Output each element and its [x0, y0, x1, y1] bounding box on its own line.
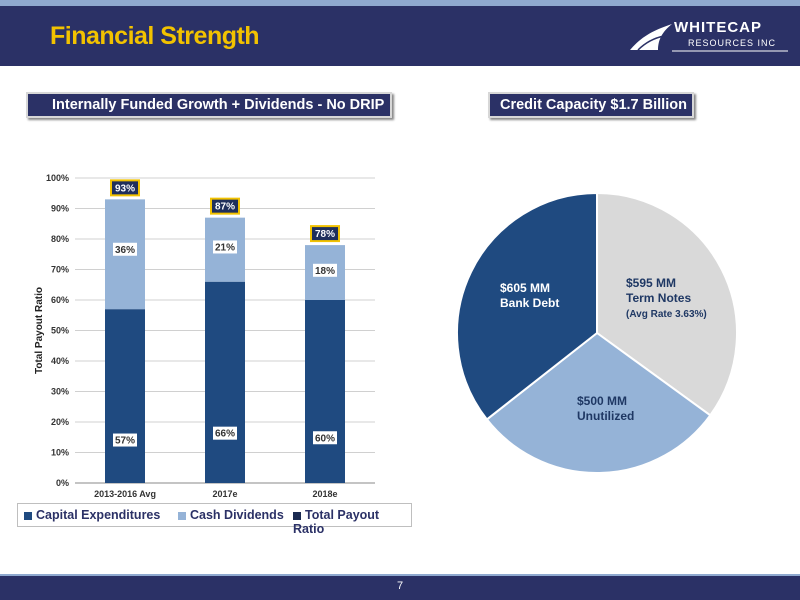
pie-label-amount: $595 MM: [626, 276, 676, 290]
y-tick-label: 20%: [51, 417, 69, 427]
y-tick-label: 40%: [51, 356, 69, 366]
logo-text-main: WHITECAP: [674, 19, 762, 36]
y-tick-label: 90%: [51, 204, 69, 214]
payout-ratio-chart: 0% 10% 20% 30% 40% 50% 60% 70% 80% 90% 100% Total P…: [34, 173, 375, 499]
top-accent-line: [0, 0, 800, 6]
data-label-capex: 66%: [215, 429, 235, 440]
data-label-bg: [213, 426, 237, 440]
y-tick-label: 10%: [51, 448, 69, 458]
bar-capex: [205, 281, 245, 483]
total-label-box: [110, 179, 140, 197]
pie-label-name: Term Notes: [626, 291, 691, 305]
legend-item-capex: Capital Expenditures: [24, 508, 160, 522]
data-label-bg: [113, 242, 137, 256]
y-tick-label: 70%: [51, 265, 69, 275]
data-label-total: 78%: [315, 229, 335, 240]
x-tick-label: 2018e: [312, 489, 337, 499]
legend-label-payout: Total Payout Ratio: [293, 508, 380, 536]
total-label-box: [310, 225, 340, 243]
data-label-capex: 57%: [115, 436, 135, 447]
pie-label-amount: $500 MM: [577, 394, 627, 408]
page-title: Financial Strength: [50, 22, 260, 50]
pie-slice-unutilized: [485, 331, 712, 474]
legend-item-dividends: Cash Dividends: [178, 508, 284, 522]
bar-capex: [305, 300, 345, 483]
data-label-bg: [113, 433, 137, 447]
pie-label-rate: (Avg Rate 3.63%): [626, 309, 707, 320]
legend-swatch-payout: [293, 511, 301, 520]
total-label-box: [210, 197, 240, 215]
legend-label-dividends: Cash Dividends: [190, 508, 284, 522]
company-logo: WHITECAP RESOURCES INC: [628, 16, 793, 54]
chart-legend: Capital Expenditures Cash Dividends Tota…: [17, 503, 412, 536]
data-label-bg: [213, 240, 237, 254]
y-tick-label: 50%: [51, 326, 69, 336]
logo-text-sub: RESOURCES INC: [688, 38, 777, 48]
y-tick-label: 60%: [51, 295, 69, 305]
pie-label-name: Bank Debt: [500, 296, 559, 310]
data-label-capex: 60%: [315, 433, 335, 444]
footer-bar: [0, 576, 800, 600]
page-number: 7: [396, 580, 404, 592]
legend-swatch-capex: [24, 511, 32, 520]
legend-label-capex: Capital Expenditures: [36, 508, 161, 522]
data-label-dividends: 21%: [215, 242, 235, 253]
legend-swatch-dividends: [178, 511, 186, 520]
legend-item-payout: Total Payout Ratio: [293, 508, 411, 536]
left-panel-title: Internally Funded Growth + Dividends - N…: [26, 92, 392, 118]
bar-capex: [105, 309, 145, 483]
data-label-bg: [313, 431, 337, 445]
pie-label-amount: $605 MM: [500, 281, 550, 295]
x-tick-label: 2017e: [212, 489, 237, 499]
footer-accent-line: [0, 574, 800, 576]
y-axis-title: Total Payout Ratio: [34, 287, 45, 374]
y-tick-label: 80%: [51, 234, 69, 244]
pie-slice-term-notes: [596, 191, 738, 417]
y-tick-label: 100%: [46, 173, 69, 183]
logo-wave-icon: [630, 24, 788, 52]
pie-slice-bank-debt: [456, 191, 598, 421]
y-tick-label: 30%: [51, 387, 69, 397]
right-panel-title: Credit Capacity $1.7 Billion: [488, 92, 694, 118]
header-bar: [0, 6, 800, 66]
data-label-total: 93%: [115, 183, 135, 194]
data-label-bg: [313, 263, 337, 277]
pie-label-name: Unutilized: [577, 409, 634, 423]
y-tick-label: 0%: [56, 478, 69, 488]
data-label-total: 87%: [215, 202, 235, 213]
data-label-dividends: 18%: [315, 266, 335, 277]
data-label-dividends: 36%: [115, 245, 135, 256]
x-tick-label: 2013-2016 Avg: [94, 489, 156, 499]
